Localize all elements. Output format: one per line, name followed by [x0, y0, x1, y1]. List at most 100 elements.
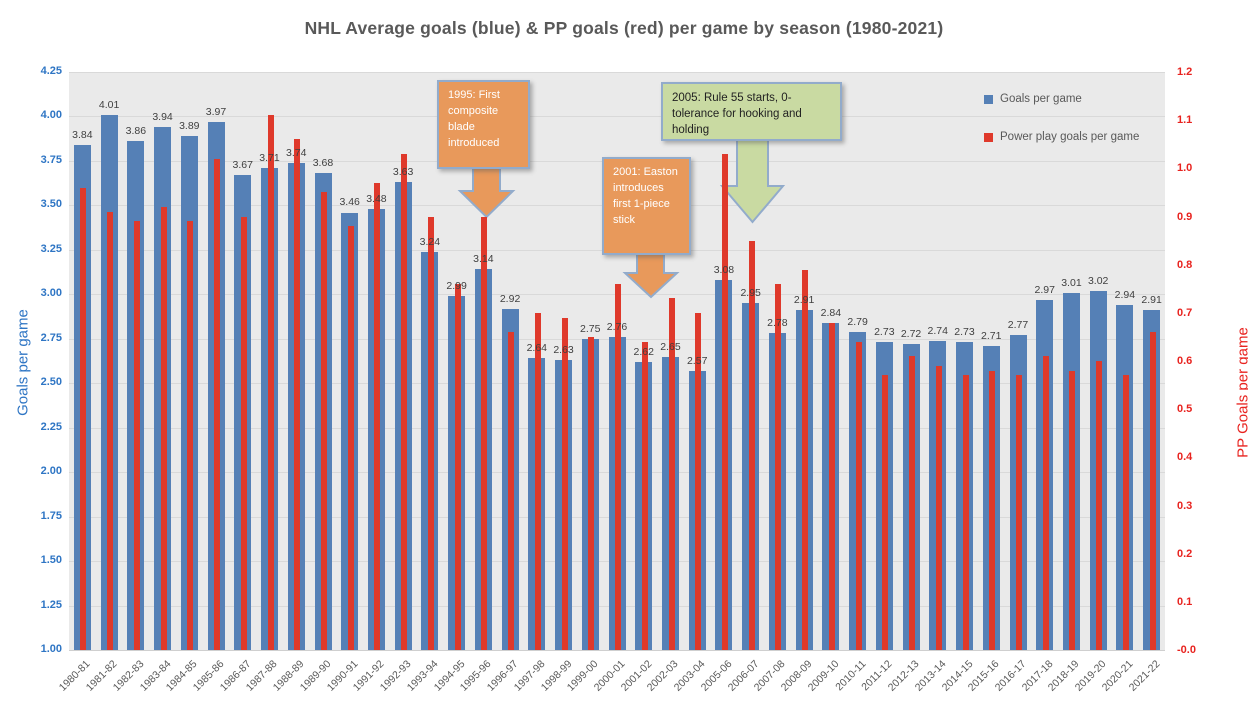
pp-goals-bar [481, 216, 488, 650]
left-axis-title: Goals per game [14, 309, 32, 416]
pp-goals-bar [267, 115, 274, 650]
pp-goals-bar [615, 283, 621, 650]
goals-series-swatch-icon [984, 94, 993, 104]
left-axis-tick: 2.25 [40, 420, 62, 433]
goals-data-label: 2.99 [446, 280, 467, 293]
pp-goals-bar [855, 341, 862, 650]
pp-goals-bar [1042, 356, 1049, 650]
pp-goals-bar [588, 336, 595, 650]
goals-data-label: 2.77 [1007, 319, 1029, 332]
annotation-1995-composite-blade: 1995: First composite blade introduced [437, 80, 530, 169]
right-axis-tick: -0.0 [1177, 644, 1196, 656]
pp-goals-bar [828, 322, 835, 650]
goals-data-label: 2.73 [874, 326, 895, 339]
right-axis-tick: 0.7 [1177, 306, 1193, 319]
goals-data-label: 2.64 [526, 342, 548, 355]
goals-data-label: 3.67 [232, 159, 253, 172]
pp-goals-bar [775, 283, 782, 650]
legend-label-goals: Goals per game [1000, 93, 1082, 105]
goals-data-label: 2.63 [553, 344, 574, 357]
goals-data-label: 3.01 [1061, 276, 1082, 289]
legend-label-pp: Power play goals per game [1000, 131, 1140, 143]
goals-data-label: 3.71 [259, 152, 280, 165]
goals-data-label: 2.95 [740, 287, 761, 300]
pp-goals-bar [133, 221, 140, 650]
pp-goals-bar [187, 221, 194, 650]
gridline [69, 72, 1165, 73]
pp-goals-bar [962, 375, 969, 650]
left-axis-tick: 4.25 [40, 65, 62, 77]
chart-title: NHL Average goals (blue) & PP goals (red… [304, 18, 944, 38]
goals-data-label: 3.46 [339, 196, 360, 209]
pp-goals-bar [935, 365, 942, 650]
goals-data-label: 2.57 [686, 354, 708, 367]
pp-goals-bar [294, 139, 301, 650]
goals-data-label: 2.84 [820, 306, 842, 319]
pp-goals-bar [374, 182, 381, 650]
pp-goals-bar [909, 356, 915, 650]
pp-goals-bar [748, 240, 755, 650]
pp-goals-bar [401, 153, 408, 650]
right-axis-tick: 0.9 [1177, 210, 1193, 223]
goals-data-label: 3.89 [179, 120, 200, 133]
left-axis-tick: 1.50 [40, 554, 62, 567]
right-axis-tick: 1.2 [1177, 66, 1193, 78]
right-axis-tick: 1.0 [1177, 162, 1193, 175]
pp-goals-bar [695, 312, 702, 650]
pp-goals-bar [1149, 332, 1156, 650]
arrow-2001-icon [622, 252, 680, 299]
left-axis-tick: 3.25 [40, 242, 62, 255]
goals-data-label: 2.79 [847, 315, 868, 328]
gridline [69, 116, 1165, 118]
pp-goals-bar [454, 283, 461, 650]
right-axis-tick: 0.5 [1177, 403, 1193, 416]
goals-data-label: 3.08 [713, 264, 735, 277]
goals-data-label: 3.68 [312, 157, 334, 170]
legend-item-pp: Power play goals per game [984, 128, 1139, 146]
goals-data-label: 3.94 [152, 111, 173, 124]
goals-data-label: 2.75 [580, 322, 601, 335]
pp-goals-bar [214, 158, 220, 650]
right-axis-tick: 0.6 [1177, 355, 1193, 367]
goals-data-label: 2.94 [1114, 288, 1136, 301]
right-axis-title: PP Goals per game [1234, 327, 1248, 458]
pp-goals-bar [668, 298, 675, 650]
goals-data-label: 2.91 [1141, 294, 1162, 307]
goals-data-label: 3.84 [72, 128, 93, 141]
pp-goals-bar [427, 216, 434, 650]
pp-goals-bar [1122, 375, 1129, 650]
left-axis-tick: 2.00 [40, 465, 62, 478]
goals-data-label: 2.74 [927, 324, 948, 337]
pp-goals-bar [989, 370, 996, 650]
arrow-2005-icon [719, 138, 786, 224]
pp-goals-bar [641, 341, 648, 650]
goals-data-label: 2.65 [660, 340, 681, 353]
pp-goals-bar [1096, 361, 1103, 650]
pp-goals-bar [802, 269, 809, 650]
left-axis-tick: 3.50 [40, 198, 62, 211]
pp-goals-bar [347, 226, 354, 650]
arrow-1995-icon [457, 166, 516, 219]
right-axis-tick: 0.4 [1177, 451, 1193, 464]
pp-goals-bar [107, 211, 114, 650]
pp-goals-bar [80, 187, 87, 650]
goals-data-label: 2.78 [767, 317, 788, 330]
goals-data-label: 3.14 [473, 253, 494, 266]
goals-data-label: 2.71 [981, 329, 1002, 342]
annotation-2005-rule-55: 2005: Rule 55 starts, 0-tolerance for ho… [661, 82, 842, 141]
right-axis-tick: 0.1 [1177, 595, 1193, 608]
goals-data-label: 2.92 [499, 292, 521, 305]
left-axis-tick: 2.50 [40, 376, 62, 389]
pp-series-swatch-icon [984, 132, 993, 142]
left-axis-tick: 2.75 [40, 331, 62, 344]
right-axis-tick: 0.3 [1177, 499, 1193, 512]
right-axis-tick: 0.8 [1177, 258, 1193, 271]
goals-data-label: 3.63 [392, 166, 414, 179]
pp-goals-bar [721, 153, 728, 650]
pp-goals-bar [321, 192, 327, 650]
goals-data-label: 2.73 [954, 326, 975, 339]
goals-data-label: 2.91 [793, 294, 815, 307]
goals-data-label: 2.62 [633, 345, 654, 358]
